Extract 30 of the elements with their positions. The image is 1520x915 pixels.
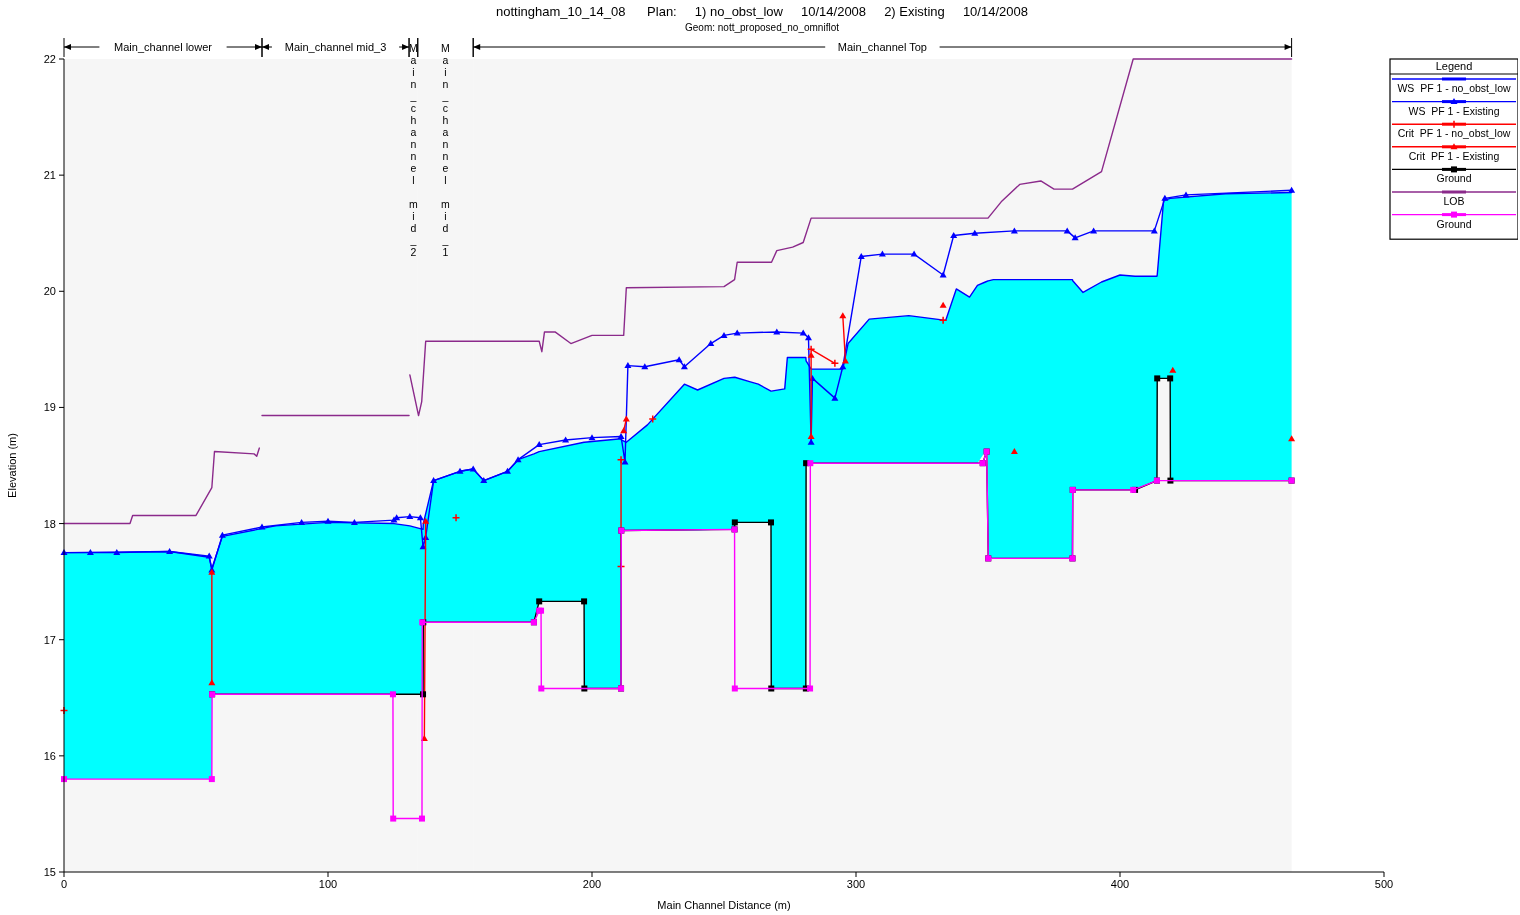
y-tick-label: 15: [43, 866, 56, 878]
legend-label: WS PF 1 - no_obst_low: [1397, 82, 1512, 94]
legend-label: Crit PF 1 - Existing: [1408, 149, 1500, 162]
legend-label: Ground: [1436, 172, 1472, 185]
y-tick-label: 21: [43, 169, 56, 182]
legend-label: LOB: [1443, 195, 1465, 207]
y-tick-label: 19: [43, 401, 56, 414]
chart-subtitle: Geom: nott_proposed_no_omniflot: [685, 22, 840, 33]
y-tick-label: 17: [43, 633, 56, 646]
y-tick-label: 20: [43, 285, 56, 298]
band-label: Main_channel mid_3: [284, 41, 387, 53]
band-label: Main_channel Top: [837, 41, 927, 53]
legend-title: Legend: [1435, 60, 1473, 72]
legend-label: Ground: [1436, 217, 1472, 230]
band-label: Main_channel mid_1: [439, 42, 452, 258]
y-tick-label: 18: [43, 517, 56, 530]
x-tick-label: 100: [318, 878, 338, 890]
legend-label: WS PF 1 - Existing: [1408, 104, 1500, 117]
x-tick-label: 300: [846, 878, 866, 890]
x-axis-title: Main Channel Distance (m): [657, 899, 791, 911]
chart-title: nottingham_10_14_08 Plan: 1) no_obst_low 10/14/2008 2) Existing 10/14/2008: [496, 4, 1028, 19]
y-axis-title: Elevation (m): [6, 433, 18, 498]
x-tick-label: 400: [1110, 878, 1130, 890]
band-label: Main_channel lower: [114, 41, 213, 53]
y-tick-label: 16: [43, 749, 56, 762]
x-tick-label: 200: [582, 878, 602, 890]
legend-label: Crit PF 1 - no_obst_low: [1397, 127, 1511, 140]
x-tick-label: 500: [1374, 878, 1394, 890]
y-tick-label: 22: [43, 53, 56, 65]
x-tick-label: 0: [60, 878, 68, 890]
